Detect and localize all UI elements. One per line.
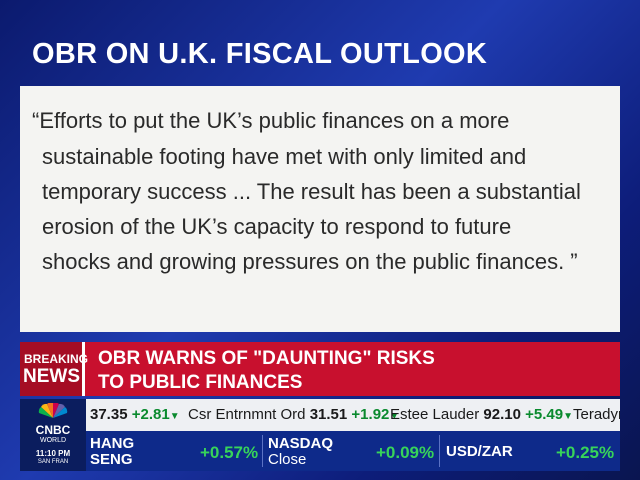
change: +2.81 [131, 406, 170, 423]
index-name: USD/ZAR [446, 443, 513, 460]
index-change: +0.57% [200, 443, 259, 462]
peacock-icon [38, 402, 68, 418]
quote-box: “Efforts to put the UK’s public finances… [20, 86, 620, 332]
headline: OBR WARNS OF "DAUNTING" RISKS [98, 348, 435, 369]
breaking-label: BREAKING [24, 352, 89, 366]
logo-text: CNBC [35, 423, 71, 437]
separator [262, 435, 263, 467]
quote-line: temporary success ... The result has bee… [42, 179, 581, 204]
breaking-bar: BREAKING NEWS OBR WARNS OF "DAUNTING" RI… [20, 342, 620, 396]
network-logo: CNBC WORLD 11:10 PM SAN FRAN [20, 399, 86, 471]
stock-name: Estee Lauder [390, 406, 480, 423]
change: +1.92 [351, 406, 390, 423]
index-name: Close [268, 451, 307, 468]
index-change: +0.25% [556, 443, 615, 462]
headline: TO PUBLIC FINANCES [98, 372, 303, 393]
index-name: HANG [90, 435, 135, 452]
quote-line: “Efforts to put the UK’s public finances… [32, 108, 510, 133]
change: +5.49 [525, 406, 564, 423]
title: OBR ON U.K. FISCAL OUTLOOK [32, 38, 488, 70]
clock-city: SAN FRAN [37, 459, 69, 465]
quote-line: shocks and growing pressures on the publ… [42, 249, 578, 274]
logo-region: WORLD [39, 437, 67, 444]
price: 31.51 [309, 406, 348, 423]
stock-ticker: 37.35 +2.81▼ Csr Entrnmnt Ord 31.51 +1.9… [20, 399, 620, 431]
index-name: NASDAQ [268, 435, 334, 452]
price: 37.35 [90, 406, 128, 423]
index-change: +0.09% [376, 443, 435, 462]
quote-line: erosion of the UK’s capacity to respond … [42, 214, 512, 239]
breaking-badge: BREAKING NEWS [20, 342, 89, 396]
stock-name: Csr Entrnmnt Ord [188, 406, 306, 423]
quote-line: sustainable footing have met with only l… [42, 144, 527, 169]
price: 92.10 [483, 406, 521, 423]
clock: 11:10 PM [35, 449, 71, 458]
index-name: SENG [90, 451, 133, 468]
index-bar: HANG SENG +0.57% NASDAQ Close +0.09% USD… [86, 431, 620, 471]
stock-name: Teradyn [573, 406, 620, 423]
separator [439, 435, 440, 467]
breaking-label: NEWS [23, 366, 80, 387]
